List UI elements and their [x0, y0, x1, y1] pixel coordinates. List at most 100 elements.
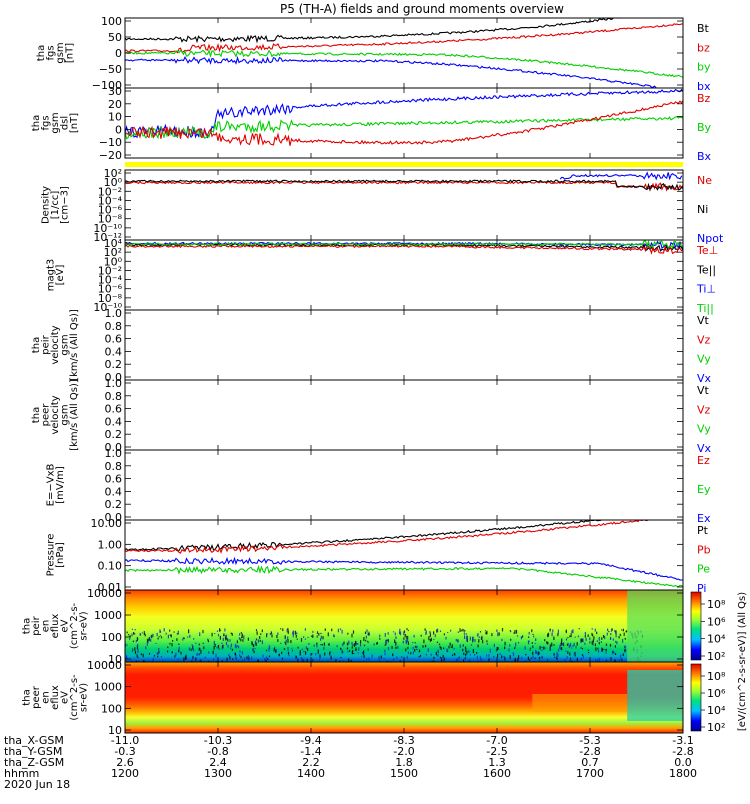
spectrogram-speck	[323, 642, 325, 646]
spectrogram-speck	[437, 651, 439, 653]
spectrogram-speck	[470, 644, 473, 646]
ylabel-fgs_gsm: fgs	[45, 45, 56, 60]
spectrogram-speck	[535, 638, 537, 641]
xtick-label: 1600	[483, 767, 511, 780]
spectrogram-speck	[221, 645, 224, 649]
spectrogram-speck	[457, 658, 459, 661]
spectrogram-speck	[156, 652, 158, 655]
xtick-label: -0.8	[207, 745, 228, 758]
spectrogram-speck	[328, 643, 330, 646]
spectrogram-speck	[513, 632, 515, 634]
spectrogram-speck	[256, 631, 258, 635]
spectrogram-speck	[199, 659, 201, 662]
xtick-label: 1700	[576, 767, 604, 780]
spectrogram-speck	[224, 628, 226, 632]
spectrogram-speck	[412, 642, 414, 644]
spectrogram-speck	[307, 637, 309, 638]
spectrogram-speck	[405, 640, 407, 645]
spectrogram-speck	[572, 629, 574, 634]
ylabel-density: [1/cc]	[50, 191, 61, 220]
spectrogram-speck	[518, 655, 520, 660]
spectrogram-speck	[286, 628, 288, 633]
spectrogram-speck	[134, 650, 137, 654]
spectrogram-speck	[510, 630, 512, 633]
xtick-label: -9.4	[300, 734, 321, 747]
spectrogram-speck	[213, 646, 215, 650]
spectrogram-speck	[219, 636, 221, 640]
spectrogram-speck	[528, 636, 530, 638]
spectrogram-speck	[216, 660, 218, 662]
ylabel-peir_en: en	[41, 620, 52, 633]
spectrogram-speck	[501, 655, 503, 659]
spectrogram-speck	[626, 630, 628, 632]
spectrogram-speck	[535, 650, 537, 654]
spectrogram-speck	[239, 654, 241, 657]
spectrogram-speck	[373, 643, 375, 646]
spectrogram-speck	[454, 653, 456, 656]
spectrogram-speck	[337, 628, 339, 633]
spectrogram-speck	[493, 643, 495, 648]
spectrogram-speck	[368, 633, 370, 636]
spectrogram-speck	[304, 628, 306, 631]
spectrogram-speck	[336, 645, 338, 648]
spectrogram-speck	[342, 650, 344, 654]
spectrogram-speck	[560, 641, 563, 645]
spectrogram-speck	[265, 659, 267, 662]
spectrogram-speck	[616, 641, 618, 645]
legend-fgs_dsl-2: Bx	[697, 150, 712, 163]
spectrogram-speck	[386, 639, 388, 641]
spectrogram-speck	[547, 632, 550, 637]
spectrogram-speck	[236, 640, 238, 644]
spectrogram-speck	[300, 638, 303, 642]
spectrogram-speck	[268, 655, 271, 658]
spectrogram-speck	[527, 656, 529, 660]
spectrogram-speck	[478, 639, 480, 643]
spectrogram-speck	[350, 659, 352, 663]
spectrogram-speck	[570, 642, 572, 647]
spectrogram-speck	[355, 640, 357, 644]
spectrogram-speck	[435, 651, 437, 656]
spectrogram-speck	[585, 637, 587, 641]
ytick-label-pressure: 10.00	[91, 517, 123, 530]
colorbar-tick-label: 10⁶	[707, 687, 726, 700]
spectrogram-speck	[607, 628, 609, 632]
spectrogram-speck	[567, 637, 569, 639]
peir-spectrogram	[125, 590, 683, 662]
ylabel-peer_en: peer	[31, 685, 42, 709]
spectrogram-speck	[259, 636, 261, 639]
spectrogram-speck	[472, 649, 474, 654]
legend-peir_v-1: Vz	[697, 333, 711, 346]
spectrogram-speck	[192, 656, 194, 660]
spectrogram-speck	[531, 642, 533, 644]
spectrogram-speck	[330, 655, 332, 660]
spectrogram-speck	[316, 635, 318, 638]
spectrogram-speck	[447, 632, 449, 633]
spectrogram-speck	[275, 649, 277, 652]
spectrogram-speck	[363, 644, 366, 647]
spectrogram-speck	[174, 655, 176, 658]
spectrogram-speck	[530, 657, 532, 659]
spectrogram-speck	[129, 637, 131, 640]
ytick-label-peer_en: 10	[108, 724, 122, 737]
spectrogram-speck	[231, 633, 233, 636]
spectrogram-speck	[352, 630, 355, 634]
spectrogram-speck	[351, 633, 353, 638]
spectrogram-speck	[486, 630, 488, 635]
spectrogram-speck	[491, 633, 493, 637]
spectrogram-speck	[287, 651, 290, 655]
spectrogram-speck	[211, 632, 213, 637]
spectrogram-speck	[601, 647, 603, 652]
spectrogram-speck	[581, 648, 583, 650]
spectrogram-speck	[527, 640, 530, 645]
spectrogram-speck	[560, 647, 562, 650]
spectrogram-speck	[504, 646, 506, 650]
spectrogram-speck	[561, 643, 563, 646]
peir-colorbar	[690, 591, 702, 661]
spectrogram-speck	[622, 653, 624, 657]
series-bz	[125, 23, 683, 54]
spectrogram-speck	[327, 632, 329, 637]
spectrogram-speck	[259, 639, 261, 642]
spectrogram-speck	[239, 633, 241, 636]
spectrogram-speck	[306, 658, 308, 662]
ytick-label-efield: 0.6	[105, 473, 123, 486]
